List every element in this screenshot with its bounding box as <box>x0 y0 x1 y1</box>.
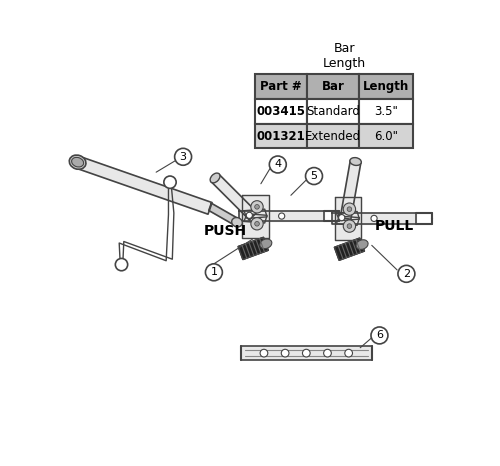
Text: 5: 5 <box>310 171 318 181</box>
Circle shape <box>306 168 322 185</box>
Bar <box>307 123 360 148</box>
Circle shape <box>366 89 372 95</box>
Circle shape <box>174 148 192 165</box>
Polygon shape <box>244 214 267 223</box>
Circle shape <box>371 215 377 221</box>
Text: Part #: Part # <box>260 80 302 93</box>
Polygon shape <box>244 209 267 219</box>
Circle shape <box>164 176 176 188</box>
Bar <box>308 85 387 99</box>
Bar <box>307 75 360 99</box>
Text: 4: 4 <box>274 159 281 170</box>
Circle shape <box>344 89 350 95</box>
Text: Bar: Bar <box>322 80 344 93</box>
Circle shape <box>347 224 352 228</box>
Text: Length: Length <box>364 80 410 93</box>
Circle shape <box>278 213 284 219</box>
Circle shape <box>206 264 222 281</box>
Circle shape <box>251 201 263 213</box>
Bar <box>360 99 414 123</box>
Text: 3: 3 <box>180 152 186 162</box>
Polygon shape <box>336 216 359 226</box>
Text: 1: 1 <box>210 267 218 277</box>
Circle shape <box>270 156 286 173</box>
Polygon shape <box>334 238 364 260</box>
Polygon shape <box>209 203 238 226</box>
Bar <box>360 75 414 99</box>
Circle shape <box>324 350 332 357</box>
Circle shape <box>344 220 355 232</box>
Text: Bar
Length: Bar Length <box>322 42 366 70</box>
Circle shape <box>254 205 260 209</box>
Polygon shape <box>211 174 257 220</box>
Circle shape <box>251 218 263 230</box>
Circle shape <box>282 350 289 357</box>
Text: Extended: Extended <box>305 130 362 143</box>
Bar <box>307 99 360 123</box>
Circle shape <box>254 221 260 226</box>
Circle shape <box>246 212 252 219</box>
Circle shape <box>260 350 268 357</box>
Circle shape <box>371 327 388 344</box>
Circle shape <box>345 350 352 357</box>
Bar <box>254 123 307 148</box>
Circle shape <box>302 350 310 357</box>
Circle shape <box>398 265 415 282</box>
Bar <box>241 346 372 360</box>
Text: 6.0": 6.0" <box>374 130 398 143</box>
Polygon shape <box>332 213 416 224</box>
Polygon shape <box>240 211 324 221</box>
Bar <box>254 99 307 123</box>
Ellipse shape <box>72 158 84 167</box>
Ellipse shape <box>70 155 86 169</box>
Bar <box>254 75 307 99</box>
Ellipse shape <box>210 173 220 183</box>
Bar <box>312 88 384 97</box>
Ellipse shape <box>232 218 242 227</box>
Ellipse shape <box>356 240 368 249</box>
Polygon shape <box>76 157 212 214</box>
Polygon shape <box>238 237 268 260</box>
Text: 3.5": 3.5" <box>374 105 398 118</box>
Text: 003415: 003415 <box>256 105 306 118</box>
Polygon shape <box>335 197 361 240</box>
Polygon shape <box>242 194 268 238</box>
Text: 2: 2 <box>403 269 410 279</box>
Text: 6: 6 <box>376 330 383 341</box>
Text: 001321: 001321 <box>256 130 306 143</box>
Text: PUSH: PUSH <box>204 225 247 239</box>
Circle shape <box>338 214 345 221</box>
Circle shape <box>116 259 128 271</box>
Polygon shape <box>340 161 361 219</box>
Text: PULL: PULL <box>375 219 414 233</box>
Circle shape <box>322 89 328 95</box>
Bar <box>360 123 414 148</box>
Text: Standard: Standard <box>306 105 360 118</box>
Polygon shape <box>336 212 359 221</box>
Circle shape <box>347 207 352 212</box>
Ellipse shape <box>260 239 272 249</box>
Ellipse shape <box>350 158 362 165</box>
Circle shape <box>344 203 355 215</box>
